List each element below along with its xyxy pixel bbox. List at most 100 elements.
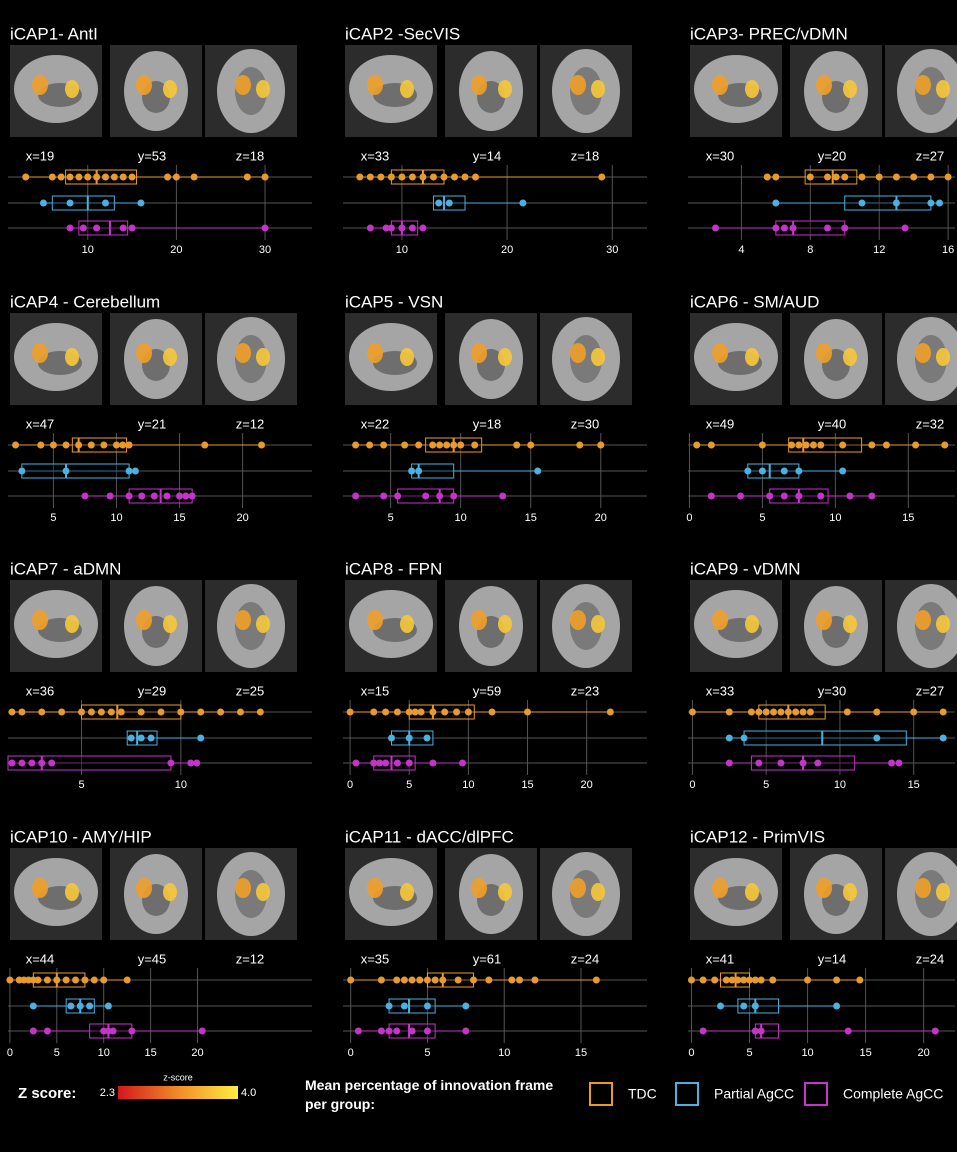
activation <box>915 343 931 363</box>
data-point <box>415 442 422 449</box>
data-point <box>607 709 614 716</box>
data-point <box>378 1028 385 1035</box>
activation <box>65 348 79 366</box>
data-point <box>755 709 762 716</box>
x-tick-label: 20 <box>170 244 182 256</box>
data-point <box>406 760 413 767</box>
x-tick-label: 5 <box>406 779 412 791</box>
x-tick-label: 10 <box>98 1047 110 1059</box>
data-point <box>380 493 387 500</box>
data-point <box>110 1028 117 1035</box>
x-tick-label: 5 <box>763 779 769 791</box>
data-point <box>772 200 779 207</box>
data-point <box>30 1003 37 1010</box>
slice-coordinate: y=59 <box>473 683 502 698</box>
data-point <box>927 174 934 181</box>
data-point <box>72 977 79 984</box>
data-point <box>465 709 472 716</box>
data-point <box>471 442 478 449</box>
data-point <box>67 225 74 232</box>
data-point <box>394 760 401 767</box>
x-tick-label: 20 <box>918 1047 930 1059</box>
data-point <box>84 174 91 181</box>
data-point <box>910 709 917 716</box>
data-point <box>126 493 133 500</box>
data-point <box>422 493 429 500</box>
data-point <box>790 225 797 232</box>
data-point <box>764 174 771 181</box>
activation <box>498 80 512 98</box>
data-point <box>693 442 700 449</box>
data-point <box>86 1003 93 1010</box>
activation <box>136 75 152 95</box>
data-point <box>88 442 95 449</box>
data-point <box>873 735 880 742</box>
data-point <box>593 977 600 984</box>
x-tick-label: 10 <box>829 512 841 524</box>
activation <box>235 343 251 363</box>
data-point <box>824 225 831 232</box>
data-point <box>576 442 583 449</box>
legend-swatch <box>590 1083 612 1105</box>
box <box>748 464 799 478</box>
data-point <box>18 468 25 475</box>
data-point <box>398 225 405 232</box>
data-point <box>138 735 145 742</box>
data-point <box>700 1028 707 1035</box>
data-point <box>419 225 426 232</box>
data-point <box>108 709 115 716</box>
data-point <box>81 493 88 500</box>
data-point <box>355 1028 362 1035</box>
data-point <box>868 493 875 500</box>
data-point <box>795 442 802 449</box>
data-point <box>380 442 387 449</box>
activation <box>32 610 48 630</box>
data-point <box>408 468 415 475</box>
data-point <box>419 174 426 181</box>
data-point <box>197 709 204 716</box>
data-point <box>910 174 917 181</box>
data-point <box>902 225 909 232</box>
data-point <box>430 174 437 181</box>
data-point <box>193 760 200 767</box>
data-point <box>401 977 408 984</box>
data-point <box>769 977 776 984</box>
box <box>744 731 906 745</box>
data-point <box>8 709 15 716</box>
data-point <box>527 442 534 449</box>
data-point <box>439 977 446 984</box>
data-point <box>388 735 395 742</box>
data-point <box>785 709 792 716</box>
activation <box>816 610 832 630</box>
data-point <box>177 709 184 716</box>
data-point <box>443 442 450 449</box>
data-point <box>80 225 87 232</box>
data-point <box>450 442 457 449</box>
data-point <box>758 977 765 984</box>
activation <box>816 343 832 363</box>
data-point <box>98 709 105 716</box>
data-point <box>759 468 766 475</box>
activation <box>570 343 586 363</box>
panel-title: iCAP1- AntI <box>10 24 98 43</box>
slice-coordinate: z=12 <box>236 416 265 431</box>
data-point <box>126 442 133 449</box>
data-point <box>795 468 802 475</box>
data-point <box>726 709 733 716</box>
data-point <box>244 174 251 181</box>
activation <box>712 610 728 630</box>
x-tick-label: 10 <box>462 779 474 791</box>
activation <box>367 343 383 363</box>
x-tick-label: 15 <box>575 1047 587 1059</box>
activation <box>471 610 487 630</box>
data-point <box>118 709 125 716</box>
panel-title: iCAP3- PREC/vDMN <box>690 24 848 43</box>
x-tick-label: 16 <box>942 244 954 256</box>
slice-coordinate: x=41 <box>706 951 735 966</box>
data-point <box>199 1028 206 1035</box>
x-tick-label: 0 <box>688 1047 694 1059</box>
slice-coordinate: x=49 <box>706 416 735 431</box>
data-point <box>138 493 145 500</box>
data-point <box>370 709 377 716</box>
data-point <box>401 1003 408 1010</box>
